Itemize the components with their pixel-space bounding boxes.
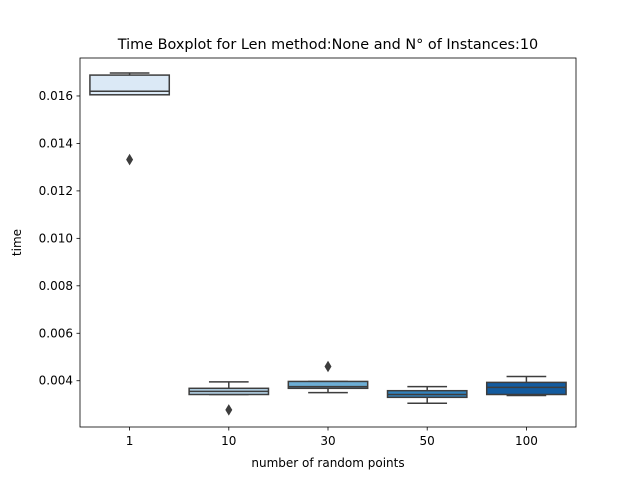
y-axis-label: time (10, 229, 24, 256)
chart-title: Time Boxplot for Len method:None and N° … (117, 37, 538, 53)
y-tick-label: 0.012 (39, 184, 73, 198)
box-iqr (485, 381, 567, 396)
y-axis: 0.004 0.006 0.008 0.010 0.012 0.014 0.016 (39, 89, 80, 388)
x-tick-label: 50 (420, 434, 435, 448)
outlier-point (225, 404, 233, 416)
x-tick-label: 10 (221, 434, 236, 448)
x-axis: 1 10 30 50 100 (126, 427, 538, 448)
y-tick-label: 0.014 (39, 136, 73, 150)
x-tick-label: 30 (320, 434, 335, 448)
box-100 (485, 375, 567, 397)
box-iqr (287, 380, 369, 390)
box-30 (287, 360, 369, 394)
box-1 (89, 72, 171, 166)
y-tick-label: 0.004 (39, 374, 73, 388)
x-tick-label: 1 (126, 434, 134, 448)
outlier-point (126, 153, 134, 166)
box-iqr (89, 74, 171, 96)
y-tick-label: 0.008 (39, 279, 73, 293)
box-10 (188, 381, 270, 416)
outlier-point (324, 360, 332, 373)
box-50 (386, 385, 468, 405)
x-tick-label: 100 (515, 434, 538, 448)
y-tick-label: 0.010 (39, 231, 73, 245)
x-axis-label: number of random points (251, 456, 404, 470)
plot-area (89, 72, 567, 416)
y-tick-label: 0.016 (39, 89, 73, 103)
y-tick-label: 0.006 (39, 326, 73, 340)
